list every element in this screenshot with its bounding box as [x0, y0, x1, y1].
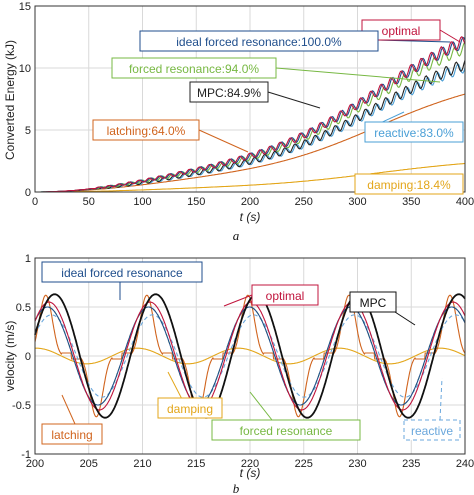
x-tick-label-b: 225 [295, 458, 313, 470]
leader-mpc-a [267, 91, 321, 109]
annotation-ideal-b: ideal forced resonance [61, 266, 183, 280]
series-line-b-ideal-forced-resonance [34, 306, 466, 406]
x-tick-label-b: 210 [133, 458, 151, 470]
x-tick-label-a: 50 [83, 196, 95, 208]
x-tick-label-a: 200 [241, 196, 259, 208]
x-tick-label-b: 220 [241, 458, 259, 470]
chart-b: 200 205 210 215 220 225 230 235 240 -1 -0.5 0 0.5 1 v… [3, 253, 474, 495]
annotation-ideal-a: ideal forced resonance:100.0% [176, 35, 342, 49]
annotation-damping-a: damping:18.4% [367, 178, 451, 192]
y-tick-label-b: 0 [25, 351, 31, 363]
panel-label-a: a [233, 228, 240, 243]
y-tick-label-b: 0.5 [16, 302, 31, 314]
x-tick-label-b: 230 [348, 458, 366, 470]
panel-label-b: b [233, 481, 240, 495]
y-tick-label-b: -0.5 [12, 400, 31, 412]
annotation-latching-b: latching [51, 428, 92, 442]
y-tick-label-a: 0 [25, 187, 31, 199]
series-b [34, 293, 466, 419]
box-forced-a [111, 57, 277, 79]
annotation-optimal-b: optimal [266, 289, 305, 303]
box-reactive-b [403, 419, 461, 441]
series-line-b-optimal [34, 301, 466, 411]
leader-optimal-a [439, 29, 461, 43]
x-tick-label-b: 205 [80, 458, 98, 470]
box-reactive-a [364, 121, 464, 143]
annotation-latching-a: latching:64.0% [107, 124, 186, 138]
box-optimal-a [361, 19, 441, 41]
annotation-reactive-a: reactive:83.0% [374, 126, 454, 140]
x-tick-label-a: 100 [133, 196, 151, 208]
annotation-forced-b: forced resonance [240, 424, 333, 438]
series-line-b-MPC [34, 293, 466, 419]
x-tick-label-b: 240 [456, 458, 474, 470]
annotation-reactive-b: reactive [411, 424, 453, 438]
annotation-forced-a: forced resonance:94.0% [129, 62, 259, 76]
series-a [35, 36, 466, 193]
y-tick-label-a: 10 [19, 63, 31, 75]
ticks-a: 0 50 100 150 200 250 300 350 400 0 5 10 15 [19, 1, 474, 208]
annotations-a: optimal ideal forced resonance:100.0% fo… [92, 19, 464, 195]
leader-forced-b [249, 391, 273, 421]
y-axis-label-a: Converted Energy (kJ) [3, 40, 17, 160]
annotation-damping-b: damping [167, 402, 213, 416]
x-tick-label-b: 235 [402, 458, 420, 470]
box-forced-b [211, 419, 361, 441]
series-line-b-damping [35, 347, 466, 365]
leader-mpc-b [394, 311, 416, 326]
x-tick-label-a: 0 [32, 196, 38, 208]
leader-optimal-b [223, 294, 253, 307]
x-tick-label-b: 200 [26, 458, 44, 470]
ticks-b: 200 205 210 215 220 225 230 235 240 -1 -0.5 0 0.5 1 [12, 253, 474, 470]
box-mpc-a [189, 81, 269, 103]
chart-a: 0 50 100 150 200 250 300 350 400 0 5 10 15 Converted… [3, 1, 474, 243]
box-ideal-b [41, 261, 203, 283]
leader-latching-a [198, 129, 249, 153]
leader-forced-a [275, 67, 441, 83]
x-tick-label-b: 215 [187, 458, 205, 470]
y-tick-label-b: -1 [21, 449, 31, 461]
plot-frame-b [34, 257, 466, 455]
box-ideal-a [139, 30, 379, 52]
annotations-b: ideal forced resonance optimal MPC dampi… [41, 261, 461, 445]
series-line-a-optimal [35, 36, 466, 193]
x-tick-label-a: 400 [456, 196, 474, 208]
annotation-mpc-b: MPC [360, 296, 387, 310]
x-tick-label-a: 250 [295, 196, 313, 208]
x-tick-label-a: 350 [402, 196, 420, 208]
leader-reactive-b [439, 377, 443, 421]
box-mpc-b [349, 291, 397, 313]
y-axis-label-b: velocity (m/s) [3, 321, 17, 392]
y-tick-label-a: 5 [25, 125, 31, 137]
x-tick-label-a: 300 [348, 196, 366, 208]
x-tick-label-a: 150 [187, 196, 205, 208]
y-tick-label-a: 15 [19, 1, 31, 13]
series-line-a-damping [35, 162, 466, 193]
x-axis-label-a: t (s) [240, 210, 261, 224]
annotation-mpc-a: MPC:84.9% [197, 86, 261, 100]
leader-latching-b [61, 394, 76, 425]
x-axis-label-b: t (s) [240, 466, 261, 480]
box-latching-b [41, 423, 103, 445]
box-optimal-b [251, 284, 319, 306]
y-tick-label-b: 1 [25, 253, 31, 265]
plot-frame-a [34, 5, 466, 193]
series-line-b-reactive [34, 314, 466, 398]
box-damping-a [354, 173, 464, 195]
annotation-optimal-a: optimal [382, 24, 421, 38]
box-damping-b [157, 397, 223, 419]
box-latching-a [92, 119, 200, 141]
